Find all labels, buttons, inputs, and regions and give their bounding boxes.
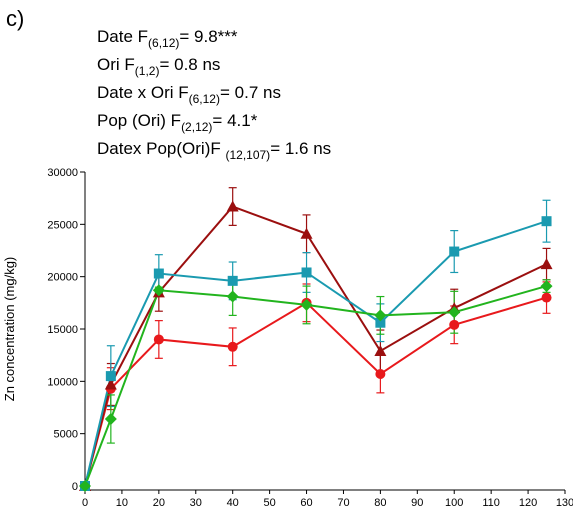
- marker: [153, 334, 164, 345]
- annotation: Date x Ori F(6,12)= 0.7 ns: [97, 83, 281, 106]
- marker: [300, 227, 313, 239]
- series-line: [84, 205, 547, 487]
- y-tick-label: 5000: [54, 429, 78, 441]
- series-line: [84, 285, 547, 487]
- annotation-subscript: (2,12): [181, 120, 212, 134]
- marker: [448, 306, 461, 319]
- x-tick-label: 50: [263, 497, 275, 509]
- marker: [540, 258, 553, 270]
- marker: [449, 319, 460, 330]
- annotation-text: = 1.6 ns: [270, 139, 331, 158]
- annotation-text: Date x Ori F: [97, 83, 189, 102]
- marker: [374, 309, 387, 322]
- marker: [301, 267, 312, 278]
- marker: [104, 413, 117, 426]
- y-tick-label: 0: [72, 481, 78, 493]
- annotation-subscript: (6,12): [189, 92, 220, 106]
- x-tick-label: 60: [300, 497, 312, 509]
- annotation: Date F(6,12)= 9.8***: [97, 27, 238, 50]
- marker: [449, 246, 460, 257]
- x-tick-label: 130: [556, 497, 573, 509]
- annotation-text: = 0.7 ns: [220, 83, 281, 102]
- x-tick-label: 90: [411, 497, 423, 509]
- marker: [541, 292, 552, 303]
- x-tick-label: 110: [482, 497, 500, 509]
- x-tick-label: 0: [82, 497, 88, 509]
- annotation: Ori F(1,2)= 0.8 ns: [97, 55, 220, 78]
- x-tick-label: 120: [519, 497, 537, 509]
- x-tick-label: 100: [445, 497, 463, 509]
- marker: [226, 200, 239, 212]
- y-tick-label: 20000: [47, 272, 78, 284]
- y-tick-label: 25000: [47, 219, 78, 231]
- annotation-text: = 0.8 ns: [159, 55, 220, 74]
- annotation-text: Pop (Ori) F: [97, 111, 181, 130]
- marker: [540, 280, 553, 293]
- annotation: Pop (Ori) F(2,12)= 4.1*: [97, 111, 258, 134]
- annotation-subscript: (6,12): [148, 36, 179, 50]
- annotation-text: Datex Pop(Ori)F: [97, 139, 225, 158]
- series-line: [84, 296, 547, 487]
- marker: [300, 298, 313, 311]
- marker: [375, 317, 386, 328]
- y-tick-label: 30000: [47, 167, 78, 179]
- marker: [152, 284, 165, 297]
- marker: [153, 268, 164, 279]
- y-tick-label: 15000: [47, 324, 78, 336]
- annotation-text: = 4.1*: [212, 111, 257, 130]
- marker: [227, 275, 238, 286]
- annotation: Datex Pop(Ori)F (12,107)= 1.6 ns: [97, 139, 331, 162]
- x-tick-label: 20: [153, 497, 165, 509]
- x-tick-label: 70: [337, 497, 349, 509]
- marker: [79, 480, 91, 492]
- marker: [226, 290, 239, 303]
- marker: [541, 216, 552, 227]
- x-tick-label: 30: [190, 497, 202, 509]
- annotation-text: = 9.8***: [179, 27, 238, 46]
- x-tick-label: 80: [374, 497, 386, 509]
- annotation-text: Ori F: [97, 55, 135, 74]
- panel-label: c): [6, 6, 24, 31]
- marker: [105, 371, 116, 382]
- annotation-subscript: (1,2): [135, 64, 160, 78]
- annotation-subscript: (12,107): [225, 148, 270, 162]
- marker: [227, 341, 238, 352]
- y-axis-label: Zn concentration (mg/kg): [2, 257, 17, 402]
- series-line: [84, 220, 547, 487]
- x-tick-label: 40: [227, 497, 239, 509]
- annotation-text: Date F: [97, 27, 148, 46]
- marker: [374, 344, 387, 356]
- marker: [104, 378, 117, 390]
- marker: [375, 369, 386, 380]
- x-tick-label: 10: [116, 497, 128, 509]
- y-tick-label: 10000: [47, 376, 78, 388]
